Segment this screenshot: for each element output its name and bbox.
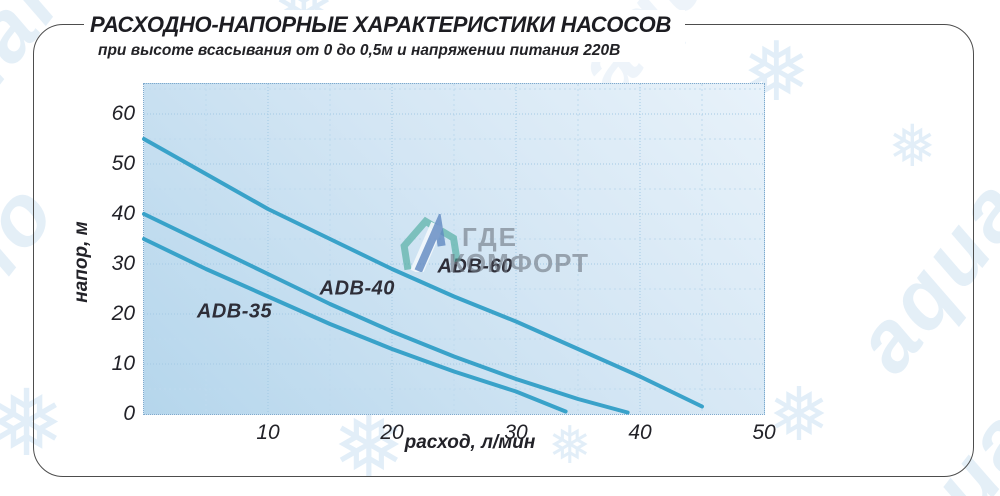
y-tick-label: 60 [111,102,135,125]
y-tick-label: 40 [111,202,135,225]
y-tick-label: 50 [111,152,135,175]
chart-header: РАСХОДНО-НАПОРНЫЕ ХАРАКТЕРИСТИКИ НАСОСОВ… [84,10,686,62]
chart-subtitle: при высоте всасывания от 0 до 0,5м и нап… [98,42,621,59]
plot-area: ADB-35 ADB-40 ADB-60 0 10 20 30 40 50 60 10 20 30 40 5… [112,83,776,444]
x-axis-title: расход, л/мин [404,432,536,453]
curve-label-ADB-60: ADB-60 [437,255,513,277]
curve-label-ADB-40: ADB-40 [319,277,395,300]
y-axis-title: напор, м [71,221,92,303]
y-tick-label: 10 [111,352,135,375]
y-tick-label: 0 [123,402,135,425]
x-tick-label: 30 [504,421,528,444]
curve-ADB-35 [142,237,568,414]
y-tick-label: 20 [111,302,135,325]
y-tick-label: 30 [111,252,135,275]
curve-label-ADB-35: ADB-35 [196,300,273,322]
chart-title: РАСХОДНО-НАПОРНЫЕ ХАРАКТЕРИСТИКИ НАСОСОВ [90,12,672,37]
curve-ADB-40 [142,212,630,415]
x-tick-label: 40 [628,421,652,444]
x-tick-label: 50 [752,421,776,444]
curve-ADB-60 [142,137,704,409]
x-tick-label: 20 [380,421,404,444]
pump-curves-svg [142,84,764,415]
x-tick-label: 10 [256,421,280,444]
